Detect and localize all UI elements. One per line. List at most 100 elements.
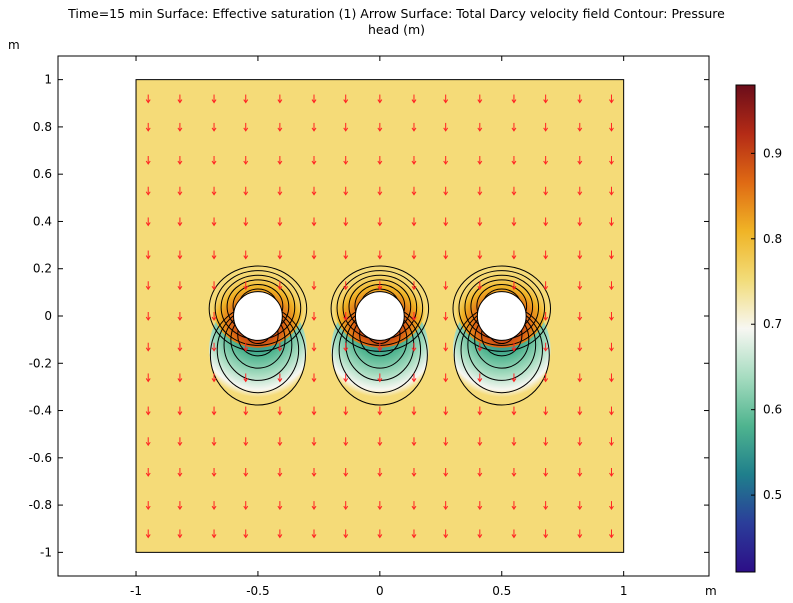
velocity-arrow (443, 156, 449, 165)
velocity-arrow (511, 468, 517, 477)
velocity-arrow (443, 342, 449, 352)
velocity-arrow (311, 529, 317, 539)
hole (233, 291, 283, 341)
velocity-arrow (477, 529, 483, 539)
velocity-arrow (311, 156, 317, 165)
velocity-arrow (443, 122, 449, 132)
velocity-arrow (477, 406, 483, 416)
velocity-arrow (343, 94, 349, 104)
velocity-arrow (211, 250, 217, 260)
velocity-arrow (511, 281, 517, 291)
velocity-arrow (511, 406, 517, 416)
velocity-arrow (377, 342, 383, 352)
velocity-arrow (343, 437, 349, 447)
velocity-arrow (343, 250, 349, 260)
velocity-arrow (211, 156, 217, 165)
velocity-arrow (377, 186, 383, 196)
velocity-arrow (343, 373, 349, 383)
velocity-arrow (577, 250, 583, 260)
velocity-arrow (211, 373, 217, 383)
velocity-arrow (411, 156, 417, 165)
velocity-arrow (543, 122, 549, 132)
velocity-arrow (377, 529, 383, 539)
velocity-arrow (277, 468, 283, 477)
velocity-arrow (377, 437, 383, 447)
velocity-arrow (411, 373, 417, 383)
velocity-arrow (177, 122, 183, 132)
velocity-arrow (211, 437, 217, 447)
velocity-arrow (511, 156, 517, 165)
velocity-arrow (609, 217, 614, 227)
velocity-arrow (411, 186, 417, 196)
velocity-arrow (577, 186, 583, 196)
velocity-arrow (211, 186, 217, 196)
velocity-arrow (411, 437, 417, 447)
velocity-arrow (377, 156, 383, 165)
hole (354, 291, 405, 341)
velocity-arrow (577, 373, 583, 383)
pressure-contour (208, 265, 308, 352)
y-tick-label: 0.8 (33, 120, 52, 134)
velocity-arrow (377, 94, 383, 104)
velocity-arrow (411, 94, 417, 104)
velocity-arrow (211, 312, 217, 321)
x-tick-label: 0 (376, 584, 384, 598)
velocity-arrow (577, 156, 583, 165)
velocity-arrow (543, 156, 549, 165)
x-tick-label: -0.5 (246, 584, 269, 598)
velocity-arrow (543, 342, 549, 352)
velocity-arrow (411, 312, 417, 321)
velocity-arrow (511, 217, 517, 227)
velocity-arrow (411, 406, 417, 416)
velocity-arrow (243, 373, 249, 383)
y-tick-label: -0.8 (29, 498, 52, 512)
velocity-arrow (609, 373, 614, 383)
velocity-arrow (377, 122, 383, 132)
velocity-arrow (477, 373, 483, 383)
velocity-arrow (477, 437, 483, 447)
velocity-arrow (211, 501, 217, 510)
y-tick-label: -0.4 (29, 404, 52, 418)
velocity-arrow (177, 406, 183, 416)
velocity-arrow (343, 217, 349, 227)
velocity-arrow (177, 281, 183, 291)
velocity-arrow (311, 217, 317, 227)
velocity-arrow (543, 501, 549, 510)
velocity-arrow (511, 250, 517, 260)
velocity-arrow (177, 156, 183, 165)
velocity-arrow (609, 156, 614, 165)
velocity-arrow (443, 186, 449, 196)
velocity-arrow (443, 501, 449, 510)
velocity-arrow (177, 94, 183, 104)
velocity-arrow (377, 501, 383, 510)
velocity-arrow (411, 281, 417, 291)
velocity-arrow (211, 94, 217, 104)
velocity-arrow (177, 250, 183, 260)
velocity-arrow (609, 437, 614, 447)
x-tick-label: -1 (130, 584, 142, 598)
velocity-arrow (177, 468, 183, 477)
velocity-arrow (277, 250, 283, 260)
velocity-arrow (577, 406, 583, 416)
velocity-arrow (145, 406, 151, 416)
axis-ticks: -1 -0.5 0 0.5 1 1 0.8 0.6 0.4 0.2 0 -0.2 -0.4 -0.6 -0.… (29, 56, 709, 598)
velocity-arrow (243, 468, 249, 477)
velocity-arrow (145, 186, 151, 196)
y-tick-label: 0.6 (33, 167, 52, 181)
colorbar-ticks: 0.9 0.8 0.7 0.6 0.5 (751, 146, 782, 502)
velocity-arrow (211, 406, 217, 416)
velocity-arrow (443, 437, 449, 447)
velocity-arrow (311, 468, 317, 477)
velocity-arrow (543, 529, 549, 539)
velocity-arrow (577, 94, 583, 104)
velocity-arrow (477, 281, 483, 291)
velocity-arrow (609, 186, 614, 196)
x-axis-unit: m (705, 584, 717, 598)
velocity-arrow (477, 186, 483, 196)
velocity-arrow (311, 373, 317, 383)
velocity-arrow (511, 529, 517, 539)
velocity-arrow (277, 373, 283, 383)
velocity-arrow (377, 217, 383, 227)
velocity-arrow (443, 312, 449, 321)
velocity-arrow (145, 94, 151, 104)
